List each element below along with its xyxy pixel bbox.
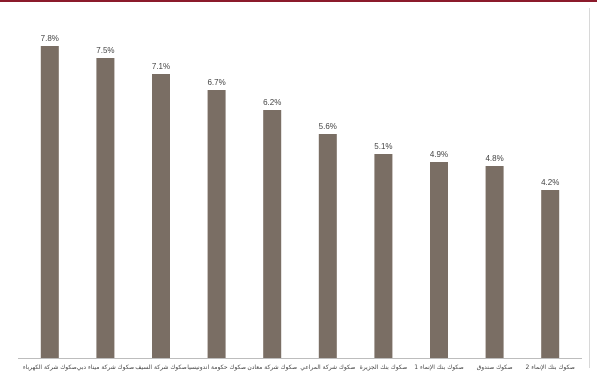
category-label: صكوك بنك الجزيرة	[360, 364, 408, 371]
bar-value-label: 4.9%	[430, 150, 448, 159]
bar	[485, 166, 504, 358]
bar-value-label: 7.1%	[152, 62, 170, 71]
category-label: صكوك حكومة اندونيسيا	[187, 364, 246, 371]
bar	[374, 154, 393, 358]
bar-value-label: 6.7%	[207, 78, 225, 87]
bar	[40, 46, 59, 358]
category-label: صكوك شركة المراعي	[300, 364, 355, 371]
bar	[152, 74, 170, 358]
bar-value-label: 5.6%	[319, 122, 337, 131]
category-label: صكوك صندوق	[477, 364, 513, 371]
bar-value-label: 4.2%	[541, 178, 559, 187]
category-labels-layer: صكوك شركة الكهرباء صكوك شركة ميناء دبي صكو…	[23, 364, 575, 371]
bar	[207, 90, 226, 358]
category-label: صكوك بنك الإنماء 2	[525, 364, 574, 371]
value-labels-layer: 7.8% 7.5% 7.1% 6.7% 6.2% 5.6% 5.1% 4.9% 4.8% 4.2%	[41, 34, 560, 187]
category-label: صكوك شركة ميناء دبي	[77, 364, 134, 371]
bar	[96, 58, 115, 358]
category-label: صكوك بنك الإنماء 1	[414, 364, 463, 371]
top-accent-rule	[0, 0, 597, 2]
bar-value-label: 5.1%	[374, 142, 392, 151]
bar-value-label: 6.2%	[263, 98, 281, 107]
bar	[541, 190, 560, 358]
category-label: صكوك شركة السيف	[135, 364, 187, 371]
category-label: صكوك شركة معادن	[247, 364, 297, 371]
bar	[318, 134, 337, 358]
bars-layer	[40, 46, 560, 358]
bar	[263, 110, 282, 358]
bar-value-label: 7.8%	[41, 34, 59, 43]
bar-value-label: 4.8%	[485, 154, 503, 163]
bar	[430, 162, 448, 358]
right-border-line	[589, 8, 590, 368]
category-label: صكوك شركة الكهرباء	[23, 364, 77, 371]
bar-value-label: 7.5%	[96, 46, 114, 55]
